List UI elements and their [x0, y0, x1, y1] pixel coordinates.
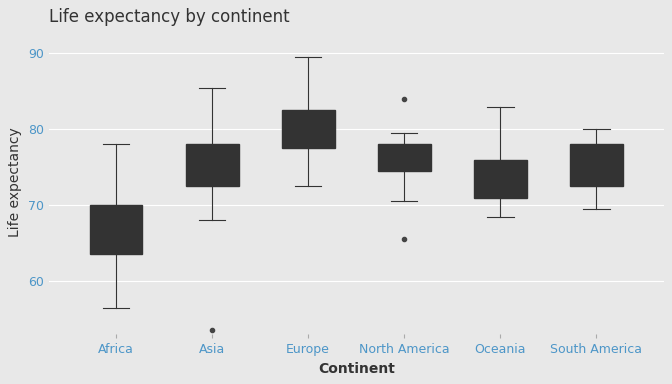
- PathPatch shape: [185, 144, 239, 186]
- PathPatch shape: [282, 110, 335, 148]
- PathPatch shape: [474, 160, 527, 197]
- PathPatch shape: [570, 144, 623, 186]
- Y-axis label: Life expectancy: Life expectancy: [8, 127, 22, 237]
- Text: Life expectancy by continent: Life expectancy by continent: [49, 8, 290, 26]
- PathPatch shape: [89, 205, 142, 255]
- X-axis label: Continent: Continent: [318, 362, 394, 376]
- PathPatch shape: [378, 144, 431, 171]
